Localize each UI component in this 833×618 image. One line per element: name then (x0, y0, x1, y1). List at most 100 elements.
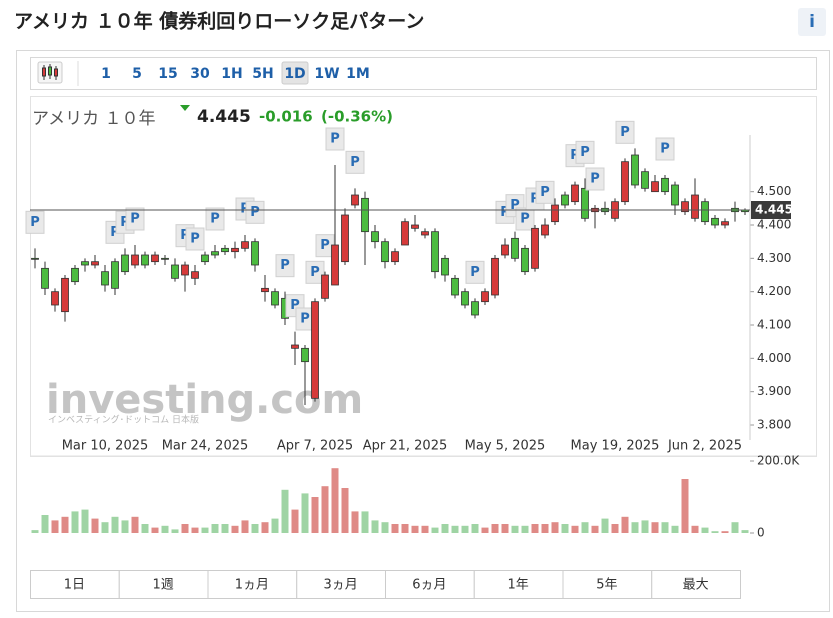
pattern-marker[interactable] (615, 120, 635, 144)
volume-bar (531, 524, 539, 533)
candle-body (251, 241, 259, 266)
candle-body (121, 254, 129, 273)
pattern-label[interactable]: P (310, 265, 320, 280)
pattern-label[interactable]: P (190, 232, 200, 247)
info-icon[interactable]: i (809, 12, 815, 32)
candle-body (211, 251, 219, 256)
candle-body (681, 201, 689, 213)
pattern-label[interactable]: P (500, 205, 510, 220)
pattern-label[interactable]: P (210, 212, 220, 227)
volume-bar (701, 527, 709, 533)
pattern-marker[interactable] (185, 227, 205, 251)
range-label[interactable]: 最大 (683, 578, 709, 593)
range-label[interactable]: 5年 (596, 578, 617, 593)
volume-bar (711, 531, 719, 533)
pattern-marker[interactable] (535, 180, 555, 204)
volume-bar (561, 524, 569, 533)
pattern-marker[interactable] (325, 127, 345, 151)
volume-bar (41, 515, 49, 533)
volume-bar (721, 531, 729, 533)
pattern-label[interactable]: P (30, 215, 40, 230)
pattern-marker[interactable] (125, 207, 145, 231)
range-button[interactable] (296, 570, 386, 599)
pattern-marker[interactable] (585, 167, 605, 191)
pattern-marker[interactable] (205, 207, 225, 231)
range-label[interactable]: 6ヵ月 (412, 578, 446, 593)
watermark-brand: investing.com (46, 377, 363, 423)
pattern-marker[interactable] (575, 140, 595, 164)
candle-body (241, 241, 249, 249)
volume-bar (731, 522, 739, 533)
pattern-label[interactable]: P (300, 312, 310, 327)
volume-bar (401, 524, 409, 533)
timeframe-button[interactable]: 1 (101, 66, 111, 82)
candle-body (441, 257, 449, 276)
pattern-label[interactable]: P (510, 198, 520, 213)
pattern-label[interactable]: P (530, 192, 540, 207)
timeframe-button[interactable]: 1H (221, 66, 242, 82)
range-label[interactable]: 1週 (152, 578, 173, 593)
timeframe-button[interactable]: 1W (314, 66, 339, 82)
timeframe-button[interactable]: 5H (252, 66, 273, 82)
timeframe-button[interactable]: 15 (158, 66, 177, 82)
pattern-label[interactable]: P (320, 238, 330, 253)
pattern-label[interactable]: P (250, 205, 260, 220)
pattern-marker[interactable] (305, 260, 325, 284)
candle-body (581, 187, 589, 219)
candle-body (191, 271, 199, 279)
range-button[interactable] (651, 570, 741, 599)
range-button[interactable] (473, 570, 564, 599)
candle-body (631, 154, 639, 186)
volume-bar (341, 488, 349, 533)
pattern-label[interactable]: P (570, 148, 580, 163)
pattern-marker[interactable] (275, 254, 295, 278)
pattern-marker[interactable] (25, 210, 45, 234)
pattern-label[interactable]: P (280, 258, 290, 273)
pattern-label[interactable]: P (240, 202, 250, 217)
timeframe-selected[interactable] (281, 61, 309, 85)
volume-bar (621, 516, 629, 533)
range-label[interactable]: 1年 (507, 578, 528, 593)
volume-bar (641, 520, 649, 533)
pattern-marker[interactable] (345, 150, 365, 174)
pattern-label[interactable]: P (180, 228, 190, 243)
range-label[interactable]: 3ヵ月 (323, 578, 357, 593)
candle-body (261, 287, 269, 293)
info-button[interactable] (798, 8, 826, 36)
pattern-marker[interactable] (655, 137, 675, 161)
timeframe-button[interactable]: 30 (190, 66, 210, 82)
pattern-label[interactable]: P (350, 155, 360, 170)
pattern-marker[interactable] (465, 260, 485, 284)
range-label[interactable]: 1ヵ月 (235, 578, 269, 593)
range-label[interactable]: 1日 (64, 578, 85, 593)
volume-bar (441, 524, 449, 533)
pattern-label[interactable]: P (660, 142, 670, 157)
range-button[interactable] (385, 570, 475, 599)
range-button[interactable] (118, 570, 209, 599)
volume-bar (391, 524, 399, 533)
pattern-label[interactable]: P (540, 185, 550, 200)
timeframe-button[interactable]: 1D (284, 66, 305, 82)
watermark-subtitle: インベスティング･ドットコム 日本版 (48, 414, 199, 426)
pattern-marker[interactable] (515, 207, 535, 231)
range-button[interactable] (30, 570, 120, 599)
pattern-label[interactable]: P (580, 145, 590, 160)
pattern-label[interactable]: P (110, 225, 120, 240)
pattern-label[interactable]: P (520, 212, 530, 227)
volume-bar (291, 509, 299, 533)
candle-body (711, 217, 719, 226)
pattern-label[interactable]: P (130, 212, 140, 227)
volume-bar (661, 522, 669, 533)
pattern-marker[interactable] (245, 200, 265, 224)
candle-body (161, 257, 169, 260)
timeframe-button[interactable]: 1M (346, 66, 370, 82)
pattern-label[interactable]: P (120, 215, 130, 230)
candle-body (671, 184, 679, 206)
pattern-label[interactable]: P (290, 298, 300, 313)
volume-bar (131, 516, 139, 533)
pattern-label[interactable]: P (470, 265, 480, 280)
pattern-label[interactable]: P (330, 132, 340, 147)
pattern-label[interactable]: P (620, 125, 630, 140)
pattern-label[interactable]: P (590, 172, 600, 187)
timeframe-button[interactable]: 5 (132, 66, 142, 82)
